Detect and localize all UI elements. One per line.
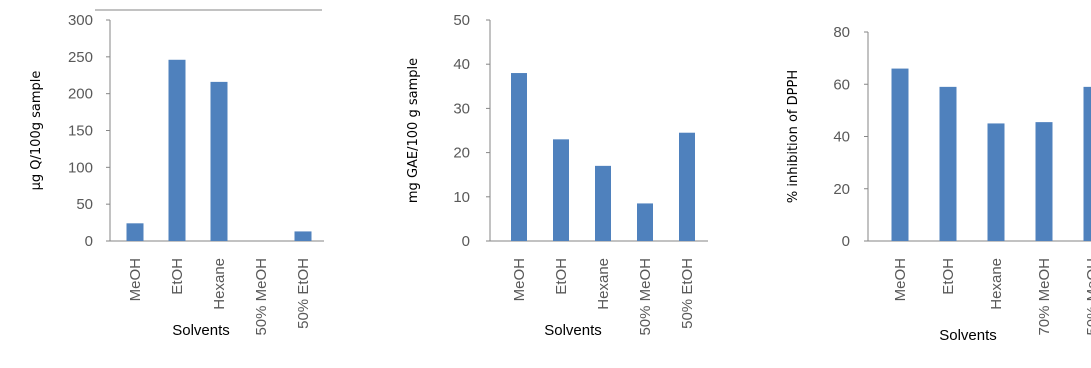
category-label: 50% MeOH <box>253 258 270 336</box>
bar <box>1035 122 1053 241</box>
y-tick-label: 300 <box>68 12 93 29</box>
bar <box>168 59 186 241</box>
chart-2: 0 10 20 30 40 50 MeOH EtOH Hexane 50% MeOH 50% EtO… <box>406 12 708 339</box>
bar <box>987 123 1005 241</box>
bar <box>294 231 312 241</box>
y-tick-label: 50 <box>76 196 93 213</box>
y-tick-label: 20 <box>453 145 470 162</box>
y-tick-label: 0 <box>462 233 470 250</box>
y-axis-title: % inhibition of DPPH <box>786 70 801 203</box>
y-tick-label: 60 <box>833 76 850 93</box>
bar <box>595 165 611 241</box>
bar <box>126 223 144 241</box>
bar <box>1083 86 1091 241</box>
y-tick-label: 20 <box>833 181 850 198</box>
y-tick-label: 10 <box>453 189 470 206</box>
bar <box>553 139 569 241</box>
y-tick-label: 40 <box>833 129 850 146</box>
category-label: 50% MeOH <box>1084 258 1091 336</box>
x-axis-title: Solvents <box>544 322 602 339</box>
category-label: EtOH <box>940 258 957 295</box>
y-tick-label: 100 <box>68 159 93 176</box>
y-tick-label: 50 <box>453 12 470 29</box>
category-label: Hexane <box>595 258 612 310</box>
y-tick-label: 0 <box>842 233 850 250</box>
x-axis-title: Solvents <box>172 322 230 339</box>
y-tick-label: 250 <box>68 49 93 66</box>
category-label: EtOH <box>169 258 186 295</box>
y-tick-label: 200 <box>68 86 93 103</box>
category-label: Hexane <box>988 258 1005 310</box>
chart-3: 0 20 40 60 80 MeOH EtOH Hexane 70% MeOH 50% MeOH%… <box>786 24 1091 344</box>
bar <box>939 86 957 241</box>
bar <box>891 68 909 241</box>
chart-1: 0 50 100 150 200 250 300 MeOH EtOH Hexane 50% MeOH… <box>29 12 324 339</box>
y-tick-label: 40 <box>453 56 470 73</box>
x-axis-title: Solvents <box>939 327 997 344</box>
category-label: MeOH <box>511 258 528 301</box>
category-label: 70% MeOH <box>1036 258 1053 336</box>
category-label: 50% EtOH <box>679 258 696 329</box>
category-label: MeOH <box>127 258 144 301</box>
category-label: EtOH <box>553 258 570 295</box>
category-label: 50% MeOH <box>637 258 654 336</box>
bar <box>210 81 228 241</box>
y-tick-label: 80 <box>833 24 850 41</box>
category-label: Hexane <box>211 258 228 310</box>
y-tick-label: 0 <box>85 233 93 250</box>
bar <box>511 73 527 241</box>
y-axis-title: mg GAE/100 g sample <box>406 58 421 203</box>
y-axis-title: µg Q/100g sample <box>29 71 44 191</box>
y-tick-label: 150 <box>68 123 93 140</box>
category-label: MeOH <box>892 258 909 301</box>
category-label: 50% EtOH <box>295 258 312 329</box>
bar <box>679 132 695 241</box>
bar <box>637 203 653 241</box>
y-tick-label: 30 <box>453 100 470 117</box>
